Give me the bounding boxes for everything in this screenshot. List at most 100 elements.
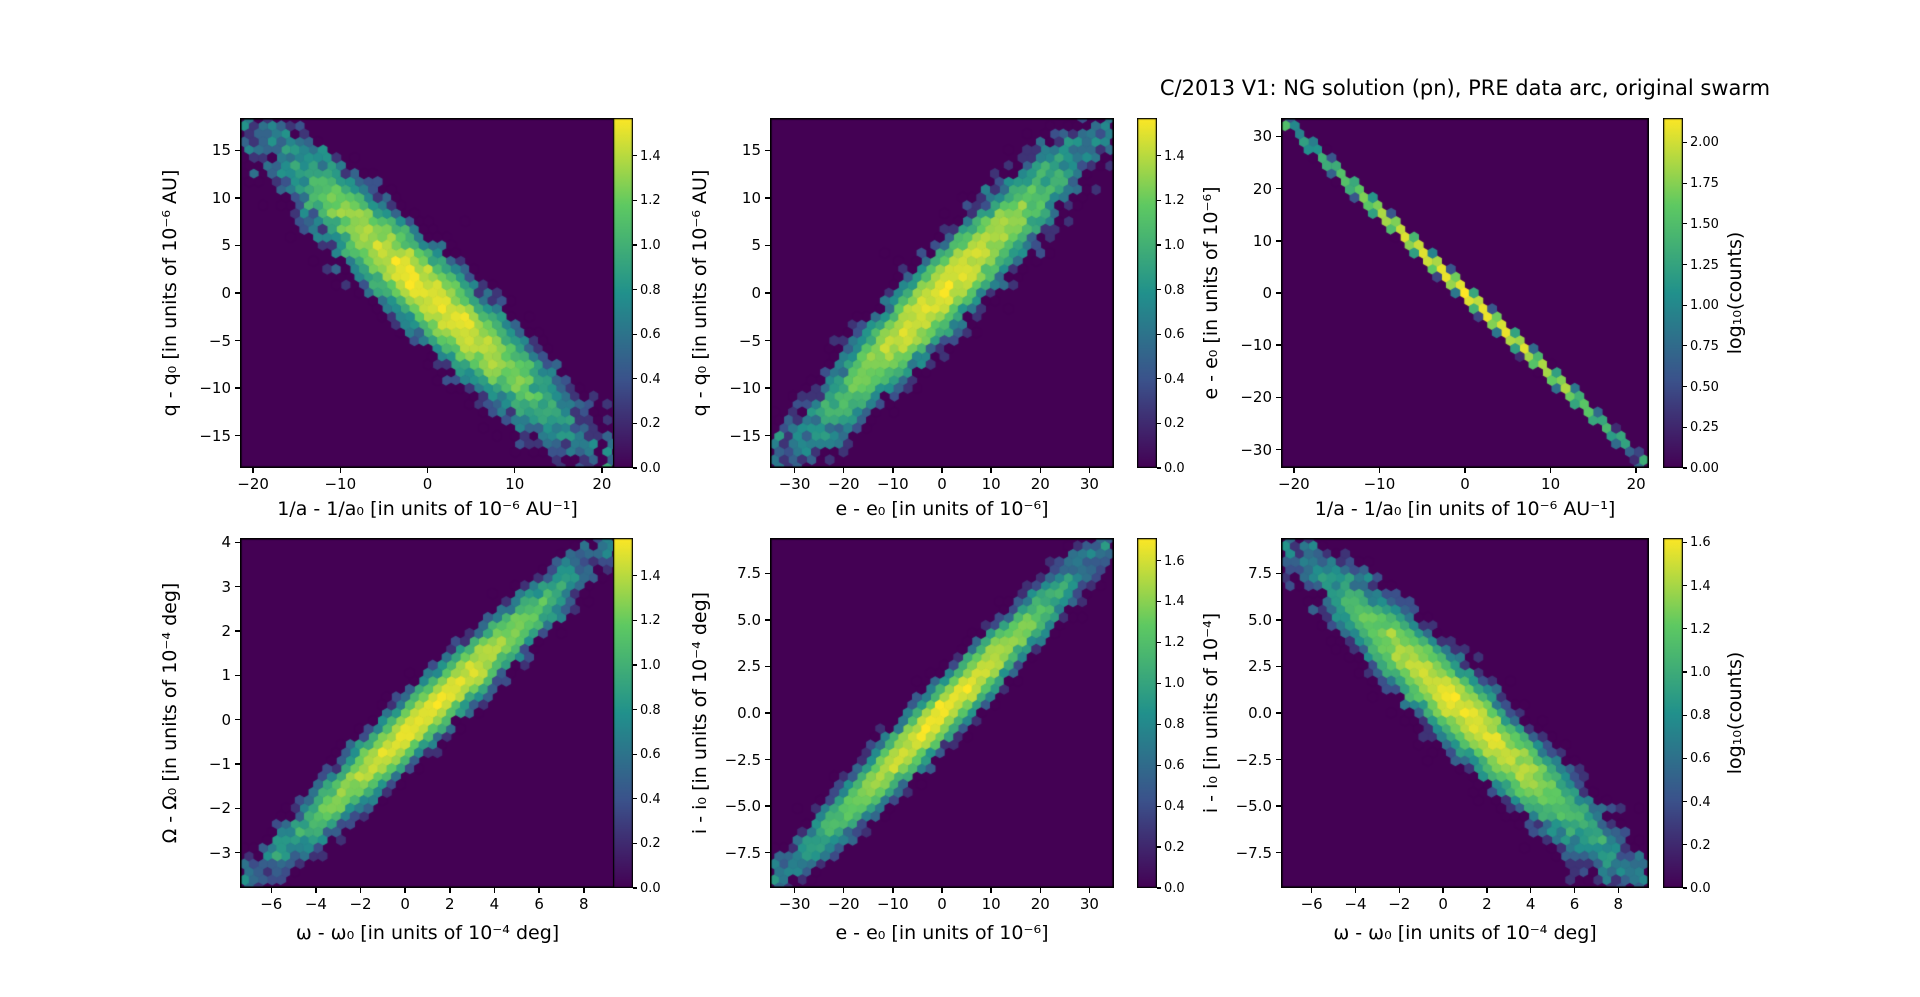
colorbar-tick-label: 1.2 xyxy=(1690,621,1711,637)
colorbar-tick-mark xyxy=(1683,223,1687,225)
x-tick-label: 4 xyxy=(1525,895,1536,913)
colorbar-canvas xyxy=(613,118,633,468)
colorbar-tick-label: 0.00 xyxy=(1690,461,1719,476)
y-tick-label: 4 xyxy=(221,533,231,552)
x-tick-mark xyxy=(1088,468,1091,473)
colorbar-tick-mark xyxy=(633,199,637,202)
y-tick-label: −1 xyxy=(208,754,231,773)
colorbar-tick-mark xyxy=(1157,641,1161,643)
x-tick-mark xyxy=(1442,888,1444,893)
colorbar-tick-label: 0.2 xyxy=(640,416,661,432)
x-tick-label: 20 xyxy=(592,475,612,493)
y-tick-mark xyxy=(235,244,240,247)
x-tick-mark xyxy=(601,468,603,473)
colorbar-tick-mark xyxy=(1683,304,1687,306)
y-tick-mark xyxy=(235,292,240,294)
colorbar-tick-mark xyxy=(1157,764,1161,766)
y-tick-label: 0 xyxy=(751,284,761,302)
x-tick-label: −20 xyxy=(827,475,860,493)
colorbar-tick-label: 0.4 xyxy=(640,791,661,807)
x-axis-label: ω - ω₀ [in units of 10⁻⁴ deg] xyxy=(1333,922,1597,944)
y-tick-label: −10 xyxy=(199,379,231,398)
x-tick-mark xyxy=(493,888,496,893)
x-tick-mark xyxy=(842,888,845,893)
colorbar-tick-label: 0.8 xyxy=(640,702,661,718)
colorbar-tick-mark xyxy=(633,467,637,469)
y-tick-mark xyxy=(235,674,240,677)
y-tick-label: 20 xyxy=(1252,179,1272,198)
y-tick-mark xyxy=(765,434,770,437)
colorbar-tick-mark xyxy=(1157,199,1161,202)
y-axis-label: i - i₀ [in units of 10⁻⁴ deg] xyxy=(689,591,711,835)
y-tick-mark xyxy=(235,434,240,437)
colorbar-tick-label: 1.0 xyxy=(640,658,661,674)
x-tick-label: 2 xyxy=(1482,895,1492,913)
y-tick-label: 15 xyxy=(741,141,761,160)
y-axis-label: Ω - Ω₀ [in units of 10⁻⁴ deg] xyxy=(159,582,181,844)
colorbar-tick-mark xyxy=(633,155,637,157)
x-tick-mark xyxy=(1088,888,1091,893)
colorbar-tick-mark xyxy=(1157,467,1161,469)
colorbar-tick-label: 1.2 xyxy=(1164,193,1185,209)
colorbar-tick-mark xyxy=(1683,714,1687,716)
x-tick-mark xyxy=(990,888,992,893)
x-tick-label: 10 xyxy=(981,475,1001,493)
colorbar-tick-mark xyxy=(633,842,637,844)
x-tick-label: −4 xyxy=(304,895,327,913)
colorbar-label: log₁₀(counts) xyxy=(1724,651,1746,775)
y-tick-mark xyxy=(1276,448,1281,451)
y-tick-label: 10 xyxy=(741,188,761,207)
colorbar-tick-label: 0.50 xyxy=(1690,379,1719,395)
x-axis-label: e - e₀ [in units of 10⁻⁶] xyxy=(835,498,1049,520)
colorbar-tick-label: 2.00 xyxy=(1690,135,1719,151)
y-tick-label: 2.5 xyxy=(1248,657,1272,676)
y-tick-label: 0 xyxy=(1262,284,1272,302)
colorbar-tick-label: 0.4 xyxy=(1164,799,1185,815)
x-tick-mark xyxy=(1635,468,1637,473)
colorbar-tick-mark xyxy=(1683,426,1687,428)
y-tick-mark xyxy=(1276,187,1281,190)
y-tick-label: 5 xyxy=(221,236,231,255)
x-tick-label: 0 xyxy=(400,895,410,913)
hexbin-canvas xyxy=(1281,118,1649,468)
y-tick-mark xyxy=(1276,712,1281,714)
colorbar-canvas xyxy=(1137,538,1157,888)
y-tick-label: −7.5 xyxy=(1235,843,1272,862)
colorbar-tick-mark xyxy=(1683,628,1687,630)
y-tick-mark xyxy=(235,149,240,152)
x-tick-mark xyxy=(426,468,429,473)
y-tick-label: 3 xyxy=(221,577,231,596)
colorbar-tick-label: 0.8 xyxy=(640,282,661,298)
colorbar-tick-label: 1.50 xyxy=(1690,216,1719,232)
colorbar-tick-label: 0.4 xyxy=(1690,794,1711,810)
colorbar-tick-label: 1.0 xyxy=(640,238,661,254)
y-tick-label: 15 xyxy=(211,141,231,160)
x-tick-mark xyxy=(513,468,516,473)
colorbar-tick-label: 1.25 xyxy=(1690,257,1719,273)
colorbar-tick-label: 0.4 xyxy=(1164,371,1185,387)
x-tick-label: −4 xyxy=(1344,895,1367,913)
x-tick-label: −6 xyxy=(260,895,283,913)
colorbar-tick-mark xyxy=(633,887,637,889)
x-tick-label: 2 xyxy=(445,895,455,913)
x-tick-label: 20 xyxy=(1030,475,1050,493)
y-tick-label: −20 xyxy=(1240,388,1272,407)
colorbar-tick-mark xyxy=(1683,844,1687,846)
y-tick-mark xyxy=(765,851,770,854)
colorbar-tick-label: 0.2 xyxy=(1164,840,1185,856)
colorbar-tick-label: 0.8 xyxy=(1690,708,1711,724)
x-tick-mark xyxy=(538,888,540,893)
y-tick-label: 10 xyxy=(211,188,231,207)
x-tick-mark xyxy=(990,468,992,473)
colorbar-tick-label: 0.2 xyxy=(640,836,661,852)
colorbar-tick-label: 0.75 xyxy=(1690,338,1719,354)
colorbar-tick-mark xyxy=(633,709,637,711)
colorbar-tick-mark xyxy=(1683,541,1687,543)
hexbin-canvas xyxy=(1281,538,1649,888)
y-tick-label: −15 xyxy=(199,426,231,445)
x-tick-mark xyxy=(1398,888,1401,893)
colorbar-tick-mark xyxy=(633,575,637,577)
colorbar-tick-label: 0.6 xyxy=(640,747,661,763)
x-tick-mark xyxy=(1039,888,1042,893)
colorbar-tick-mark xyxy=(1157,244,1161,246)
